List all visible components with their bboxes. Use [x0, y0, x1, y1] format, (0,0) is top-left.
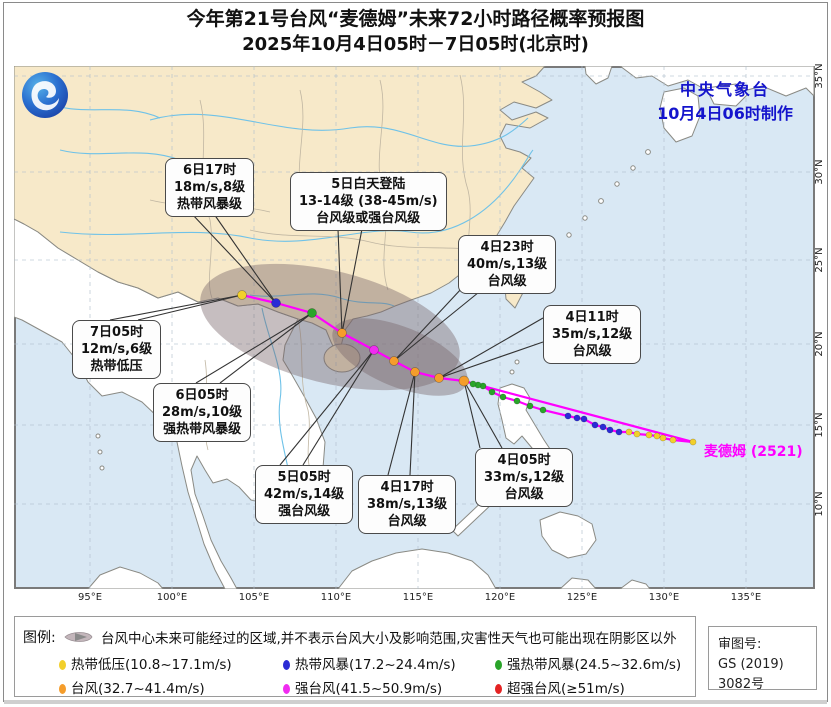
- forecast-callout: 4日11时 35m/s,12级 台风级: [543, 305, 642, 364]
- forecast-point[interactable]: [389, 356, 399, 366]
- history-point[interactable]: [539, 406, 547, 414]
- history-point[interactable]: [606, 426, 614, 434]
- history-point[interactable]: [564, 412, 572, 420]
- history-point[interactable]: [599, 423, 607, 431]
- latitude-label: 10°N: [814, 491, 825, 517]
- history-point[interactable]: [513, 397, 521, 405]
- forecast-point[interactable]: [458, 375, 470, 387]
- forecast-point[interactable]: [307, 308, 317, 318]
- cone-icon: [63, 629, 95, 648]
- history-point[interactable]: [615, 428, 623, 436]
- latitude-label: 20°N: [814, 331, 825, 357]
- legend-item: 强台风(41.5~50.9m/s): [283, 677, 442, 697]
- history-point[interactable]: [625, 428, 633, 436]
- typhoon-track-map[interactable]: [14, 66, 815, 589]
- track-points[interactable]: [237, 290, 697, 446]
- agency-issue-time: 10月4日06时制作: [657, 104, 793, 123]
- forecast-callout: 7日05时 12m/s,6级 热带低压: [72, 320, 162, 379]
- history-point[interactable]: [580, 415, 588, 423]
- review-number: GS (2019) 3082号: [718, 657, 784, 692]
- storm-name-label: 麦德姆 (2521): [704, 444, 803, 460]
- storm-category-dot-icon: [495, 684, 502, 694]
- history-point[interactable]: [659, 434, 667, 442]
- history-point[interactable]: [669, 436, 677, 444]
- forecast-point[interactable]: [434, 373, 444, 383]
- legend-item: 热带低压(10.8~17.1m/s): [59, 653, 232, 673]
- latitude-label: 30°N: [814, 159, 825, 185]
- review-label: 审图号:: [718, 637, 762, 652]
- storm-category-dot-icon: [283, 660, 290, 670]
- forecast-point[interactable]: [237, 290, 247, 300]
- legend-title: 图例:: [23, 630, 56, 646]
- longitude-label: 95°E: [77, 592, 103, 603]
- longitude-label: 110°E: [320, 592, 352, 603]
- legend-item: 超强台风(≥51m/s): [495, 677, 625, 697]
- history-point[interactable]: [591, 421, 599, 429]
- forecast-callout: 4日23时 40m/s,13级 台风级: [458, 235, 557, 294]
- longitude-label: 135°E: [730, 592, 762, 603]
- forecast-point[interactable]: [337, 328, 347, 338]
- forecast-callout: 6日17时 18m/s,8级 热带风暴级: [165, 158, 255, 217]
- longitude-label: 105°E: [238, 592, 270, 603]
- forecast-callout: 6日05时 28m/s,10级 强热带风暴级: [153, 383, 252, 442]
- legend-cone-note: 台风中心未来可能经过的区域,并不表示台风大小及影响范围,灾害性天气也可能出现在阴…: [101, 631, 677, 647]
- forecast-callout: 5日白天登陆 13-14级 (38-45m/s) 台风级或强台风级: [290, 172, 447, 231]
- cma-logo-icon: [22, 72, 68, 118]
- history-point[interactable]: [645, 431, 653, 439]
- legend-item: 强热带风暴(24.5~32.6m/s): [495, 653, 681, 673]
- page-title: 今年第21号台风“麦德姆”未来72小时路径概率预报图: [186, 8, 645, 30]
- history-point[interactable]: [469, 380, 477, 388]
- storm-category-dot-icon: [59, 660, 66, 670]
- title-date-range: 2025年10月4日05时－7日05时(北京时): [242, 34, 589, 55]
- agency-name: 中央气象台: [679, 80, 770, 99]
- callout-leader-lines: [109, 213, 544, 476]
- longitude-label: 120°E: [484, 592, 516, 603]
- history-point[interactable]: [633, 430, 641, 438]
- landmasses: [14, 66, 815, 589]
- longitude-label: 130°E: [648, 592, 680, 603]
- storm-category-dot-icon: [59, 684, 66, 694]
- latitude-label: 25°N: [814, 247, 825, 273]
- longitude-label: 100°E: [156, 592, 188, 603]
- storm-category-dot-icon: [283, 684, 290, 694]
- map-review-number-box: 审图号: GS (2019) 3082号: [708, 626, 817, 692]
- history-point[interactable]: [689, 438, 697, 446]
- agency-block: 中央气象台 10月4日06时制作: [630, 76, 820, 124]
- forecast-callout: 4日17时 38m/s,13级 台风级: [358, 475, 457, 534]
- history-point[interactable]: [499, 393, 507, 401]
- forecast-callout: 5日05时 42m/s,14级 强台风级: [255, 465, 354, 524]
- forecast-point[interactable]: [271, 298, 281, 308]
- title-block: 今年第21号台风“麦德姆”未来72小时路径概率预报图 2025年10月4日05时…: [0, 6, 831, 57]
- longitude-label: 125°E: [566, 592, 598, 603]
- bottom-edge-bar: [4, 700, 827, 704]
- legend-box: 图例: 台风中心未来可能经过的区域,并不表示台风大小及影响范围,灾害性天气也可能…: [14, 616, 696, 697]
- history-point[interactable]: [526, 402, 534, 410]
- history-point[interactable]: [653, 432, 661, 440]
- history-point[interactable]: [488, 388, 496, 396]
- latitude-label: 15°N: [814, 412, 825, 438]
- history-point[interactable]: [573, 414, 581, 422]
- legend-item: 台风(32.7~41.4m/s): [59, 677, 205, 697]
- legend-item: 热带风暴(17.2~24.4m/s): [283, 653, 456, 673]
- forecast-point[interactable]: [369, 345, 379, 355]
- forecast-callout: 4日05时 33m/s,12级 台风级: [475, 448, 574, 507]
- forecast-point[interactable]: [410, 367, 420, 377]
- longitude-label: 115°E: [402, 592, 434, 603]
- storm-category-dot-icon: [495, 660, 502, 670]
